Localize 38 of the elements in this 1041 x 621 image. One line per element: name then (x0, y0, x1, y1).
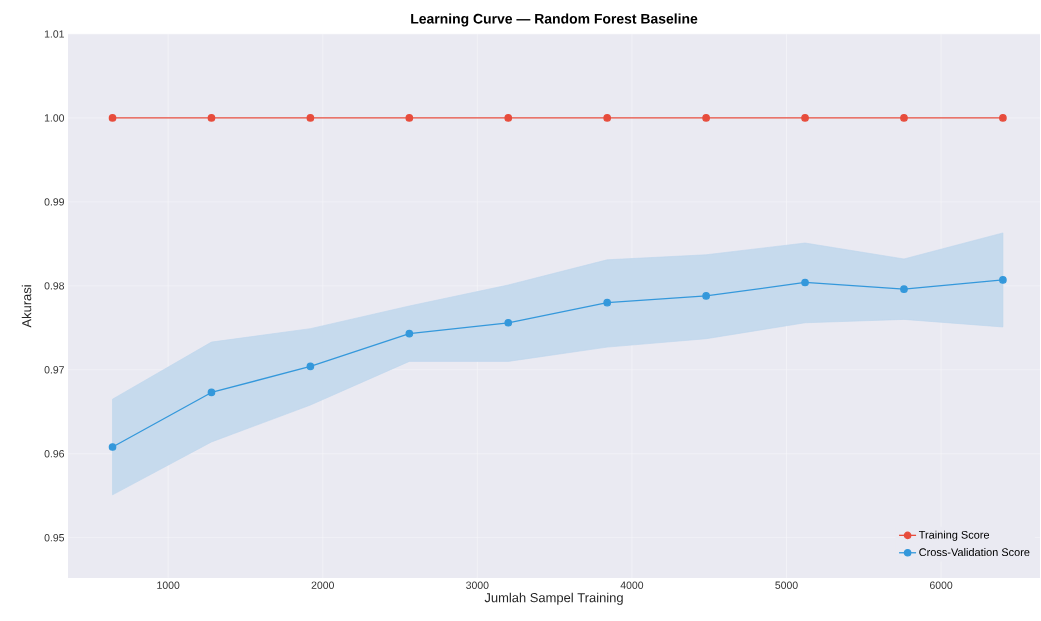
point (405, 114, 414, 122)
legend-label: Cross-Validation Score (919, 548, 1030, 557)
point (801, 278, 809, 287)
legend-label: Training Score (918, 530, 990, 541)
y-tick-label: 0.95 (44, 533, 65, 542)
y-axis-title: Akurasi (21, 285, 32, 328)
point (306, 114, 315, 122)
y-tick-label: 0.98 (44, 282, 65, 290)
point (108, 114, 117, 122)
y-tick-label: 0.99 (44, 198, 64, 206)
y-tick-label: 1.01 (44, 30, 64, 38)
point (999, 114, 1007, 122)
chart-title: Learning Curve — Random Forest Baseline (411, 13, 698, 27)
point (108, 443, 117, 451)
point (504, 318, 513, 327)
point (207, 388, 216, 397)
point (405, 329, 414, 338)
point (999, 276, 1007, 284)
point (900, 285, 908, 294)
x-tick-label: 5000 (775, 581, 798, 589)
point (306, 362, 315, 371)
point (603, 298, 612, 307)
point (504, 114, 513, 122)
x-tick-label: 1000 (157, 581, 180, 589)
point (900, 114, 908, 122)
point (702, 114, 710, 122)
y-tick-label: 0.96 (44, 450, 65, 458)
x-axis-title: Jumlah Sampel Training (484, 592, 623, 605)
point (603, 114, 612, 122)
x-tick-label: 6000 (929, 581, 953, 589)
point (702, 292, 710, 300)
y-tick-label: 1.00 (44, 114, 65, 122)
point (801, 114, 809, 122)
point (207, 114, 216, 122)
y-tick-label: 0.97 (44, 366, 64, 374)
x-tick-label: 4000 (620, 581, 644, 589)
x-tick-label: 2000 (311, 581, 334, 589)
x-tick-label: 3000 (466, 581, 489, 589)
